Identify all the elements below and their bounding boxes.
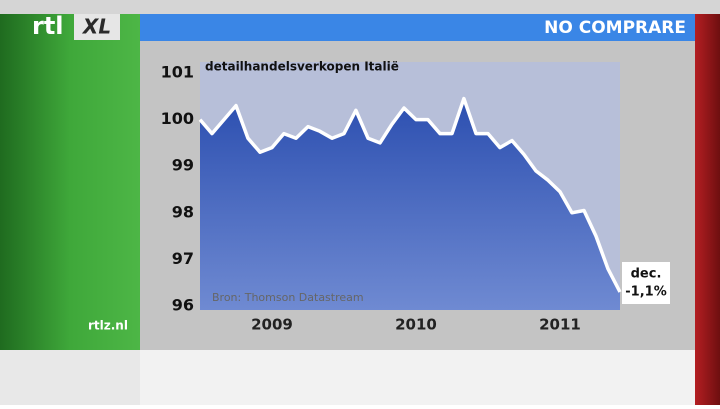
site-url: rtlz.nl xyxy=(88,319,128,333)
annotation-box xyxy=(622,262,670,304)
banner-bar xyxy=(140,14,695,41)
x-tick-label: 2009 xyxy=(251,316,293,334)
bottom-strip xyxy=(0,350,140,405)
source-note: Bron: Thomson Datastream xyxy=(212,291,364,304)
line xyxy=(198,96,622,293)
y-tick-label: 96 xyxy=(172,296,194,315)
banner-title: NO COMPRARE xyxy=(544,18,686,38)
y-tick-label: 98 xyxy=(172,202,194,221)
logo-xl: XL xyxy=(81,15,111,39)
flag-green xyxy=(0,0,140,405)
chart-title: detailhandelsverkopen Italië xyxy=(205,60,399,74)
annotation: dec. xyxy=(631,267,662,282)
x-tick-label: 2011 xyxy=(539,316,581,334)
top-strip xyxy=(0,0,720,14)
y-tick-label: 97 xyxy=(172,249,194,268)
annotation: -1,1% xyxy=(625,285,666,300)
flag-red xyxy=(695,0,720,405)
logo-rtl: rtl xyxy=(32,12,64,40)
y-tick-label: 101 xyxy=(161,63,194,82)
x-tick-label: 2010 xyxy=(395,316,437,334)
logo-box xyxy=(74,14,120,40)
area xyxy=(200,98,620,310)
y-tick-label: 99 xyxy=(172,156,194,175)
y-tick-label: 100 xyxy=(161,109,194,128)
